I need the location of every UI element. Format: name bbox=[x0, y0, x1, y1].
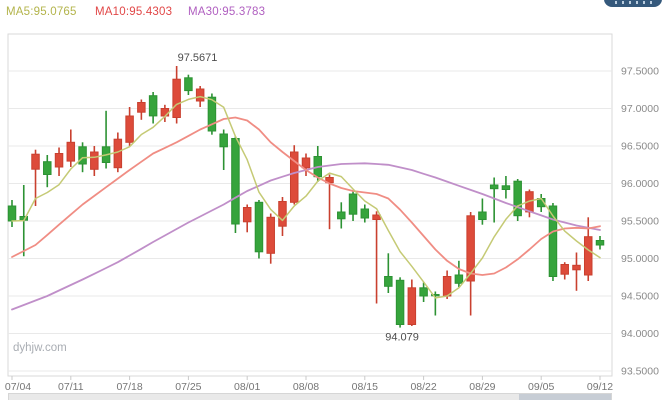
candle bbox=[125, 115, 134, 143]
candle bbox=[395, 279, 405, 325]
ma10-line bbox=[11, 116, 601, 276]
candle bbox=[407, 287, 417, 325]
candle bbox=[442, 276, 452, 297]
candle bbox=[137, 102, 146, 113]
candle bbox=[583, 236, 593, 276]
candle bbox=[431, 294, 440, 297]
candle bbox=[148, 95, 158, 117]
candle bbox=[184, 77, 193, 92]
chart-scrollbar-track[interactable] bbox=[8, 393, 612, 400]
svg-text:07/18: 07/18 bbox=[116, 381, 142, 393]
candle bbox=[54, 153, 64, 168]
candle bbox=[289, 151, 299, 203]
ma30-legend-label: MA30:95.3783 bbox=[188, 6, 266, 18]
high-annotation: 97.5671 bbox=[178, 52, 218, 64]
svg-text:07/11: 07/11 bbox=[58, 381, 84, 393]
candle bbox=[419, 287, 428, 297]
svg-text:09/12: 09/12 bbox=[587, 381, 613, 393]
svg-text:08/01: 08/01 bbox=[234, 381, 260, 393]
candle bbox=[160, 108, 170, 117]
candle bbox=[278, 201, 287, 227]
chart-scrollbar-thumb[interactable] bbox=[519, 394, 611, 400]
candle bbox=[195, 88, 205, 102]
candle bbox=[595, 240, 605, 246]
svg-text:07/04: 07/04 bbox=[5, 381, 31, 393]
candle bbox=[172, 78, 181, 118]
svg-text:94.0000: 94.0000 bbox=[621, 328, 659, 340]
ma5-line bbox=[11, 95, 601, 299]
y-axis-labels: 97.5000 97.0000 96.5000 96.0000 95.5000 95.00… bbox=[621, 66, 659, 378]
candle bbox=[207, 96, 217, 132]
svg-text:95.5000: 95.5000 bbox=[621, 216, 659, 228]
candle bbox=[231, 138, 240, 225]
candle bbox=[254, 201, 264, 253]
candle bbox=[43, 161, 52, 175]
svg-text:07/25: 07/25 bbox=[175, 381, 201, 393]
candle bbox=[572, 264, 581, 271]
candle bbox=[478, 211, 487, 220]
svg-text:97.0000: 97.0000 bbox=[621, 103, 659, 115]
candle bbox=[219, 133, 228, 148]
candle bbox=[90, 151, 99, 170]
svg-text:97.5000: 97.5000 bbox=[621, 66, 659, 78]
watermark: dyhjw.com bbox=[13, 342, 67, 354]
svg-text:09/05: 09/05 bbox=[528, 381, 554, 393]
svg-text:08/29: 08/29 bbox=[469, 381, 495, 393]
svg-text:08/22: 08/22 bbox=[410, 381, 436, 393]
svg-text:08/15: 08/15 bbox=[352, 381, 378, 393]
ma5-legend-label: MA5:95.0765 bbox=[6, 6, 77, 18]
candle bbox=[78, 146, 87, 165]
ma10-legend-label: MA10:95.4303 bbox=[95, 6, 173, 18]
candle bbox=[301, 157, 311, 169]
candle bbox=[466, 215, 475, 282]
svg-text:93.5000: 93.5000 bbox=[621, 366, 659, 378]
x-axis-labels: 07/04 07/11 07/18 07/25 08/01 08/08 08/15 08/22… bbox=[5, 376, 613, 393]
top-right-badge[interactable] bbox=[604, 0, 662, 7]
candle bbox=[66, 141, 76, 162]
candlestick-series bbox=[7, 66, 605, 328]
candle bbox=[513, 180, 522, 217]
candle bbox=[348, 193, 358, 215]
candle bbox=[501, 185, 511, 191]
candle bbox=[560, 264, 569, 275]
candle bbox=[384, 276, 393, 287]
candle bbox=[489, 184, 499, 190]
low-annotation: 94.079 bbox=[385, 332, 419, 344]
candle bbox=[360, 208, 370, 219]
candle bbox=[266, 216, 275, 254]
grid bbox=[8, 70, 612, 372]
svg-text:94.5000: 94.5000 bbox=[621, 291, 659, 303]
candle bbox=[372, 214, 381, 220]
candle bbox=[548, 205, 558, 277]
candle bbox=[337, 211, 346, 220]
candle bbox=[454, 274, 464, 284]
candle bbox=[242, 207, 252, 223]
ma30-line bbox=[11, 162, 601, 311]
candle bbox=[31, 153, 40, 170]
svg-text:95.0000: 95.0000 bbox=[621, 253, 659, 265]
candle bbox=[7, 205, 17, 222]
svg-text:96.0000: 96.0000 bbox=[621, 178, 659, 190]
candle bbox=[113, 138, 123, 169]
svg-text:08/08: 08/08 bbox=[293, 381, 319, 393]
plot-box bbox=[7, 33, 613, 377]
svg-text:96.5000: 96.5000 bbox=[621, 141, 659, 153]
